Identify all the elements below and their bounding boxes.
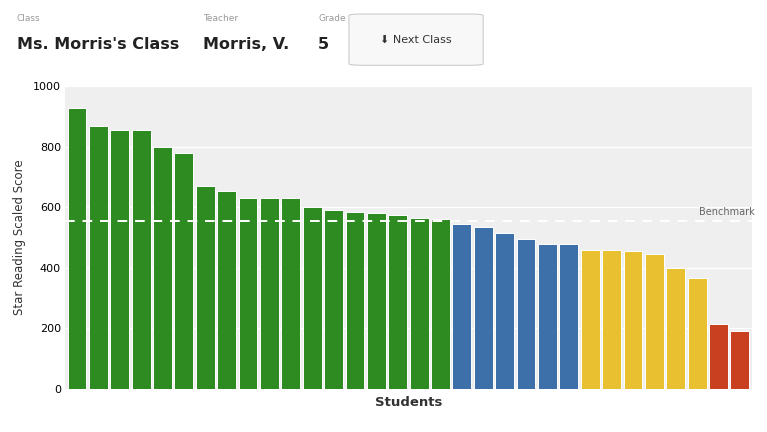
Bar [367,213,386,389]
Bar [132,130,150,389]
Bar [581,250,600,389]
Bar [260,198,279,389]
Bar [645,254,663,389]
Bar [559,244,578,389]
Bar [153,147,172,389]
Text: Grade: Grade [318,14,346,23]
FancyBboxPatch shape [349,14,483,65]
Y-axis label: Star Reading Scaled Score: Star Reading Scaled Score [13,160,26,315]
Bar [624,251,643,389]
Text: Ms. Morris's Class: Ms. Morris's Class [17,37,179,52]
Bar [89,126,107,389]
Bar [388,215,407,389]
Bar [431,219,450,389]
Text: ⬇ Next Class: ⬇ Next Class [380,35,452,44]
Text: Benchmark: Benchmark [699,207,755,217]
Bar [196,186,215,389]
Bar [517,239,535,389]
Bar [667,268,685,389]
Bar [730,331,749,389]
X-axis label: Students: Students [375,396,442,409]
Bar [174,153,193,389]
Bar [602,250,621,389]
Bar [453,224,471,389]
Bar [495,233,514,389]
Text: Class: Class [17,14,41,23]
Text: Teacher: Teacher [203,14,239,23]
Bar [67,108,87,389]
Bar [474,227,492,389]
Bar [281,198,300,389]
Bar [709,324,728,389]
Bar [688,278,706,389]
Bar [324,210,343,389]
Text: 5: 5 [318,37,330,52]
Bar [410,218,429,389]
Bar [217,191,236,389]
Bar [303,207,321,389]
Bar [239,198,258,389]
Bar [110,130,129,389]
Text: Morris, V.: Morris, V. [203,37,289,52]
Bar [538,244,557,389]
Bar [346,212,364,389]
